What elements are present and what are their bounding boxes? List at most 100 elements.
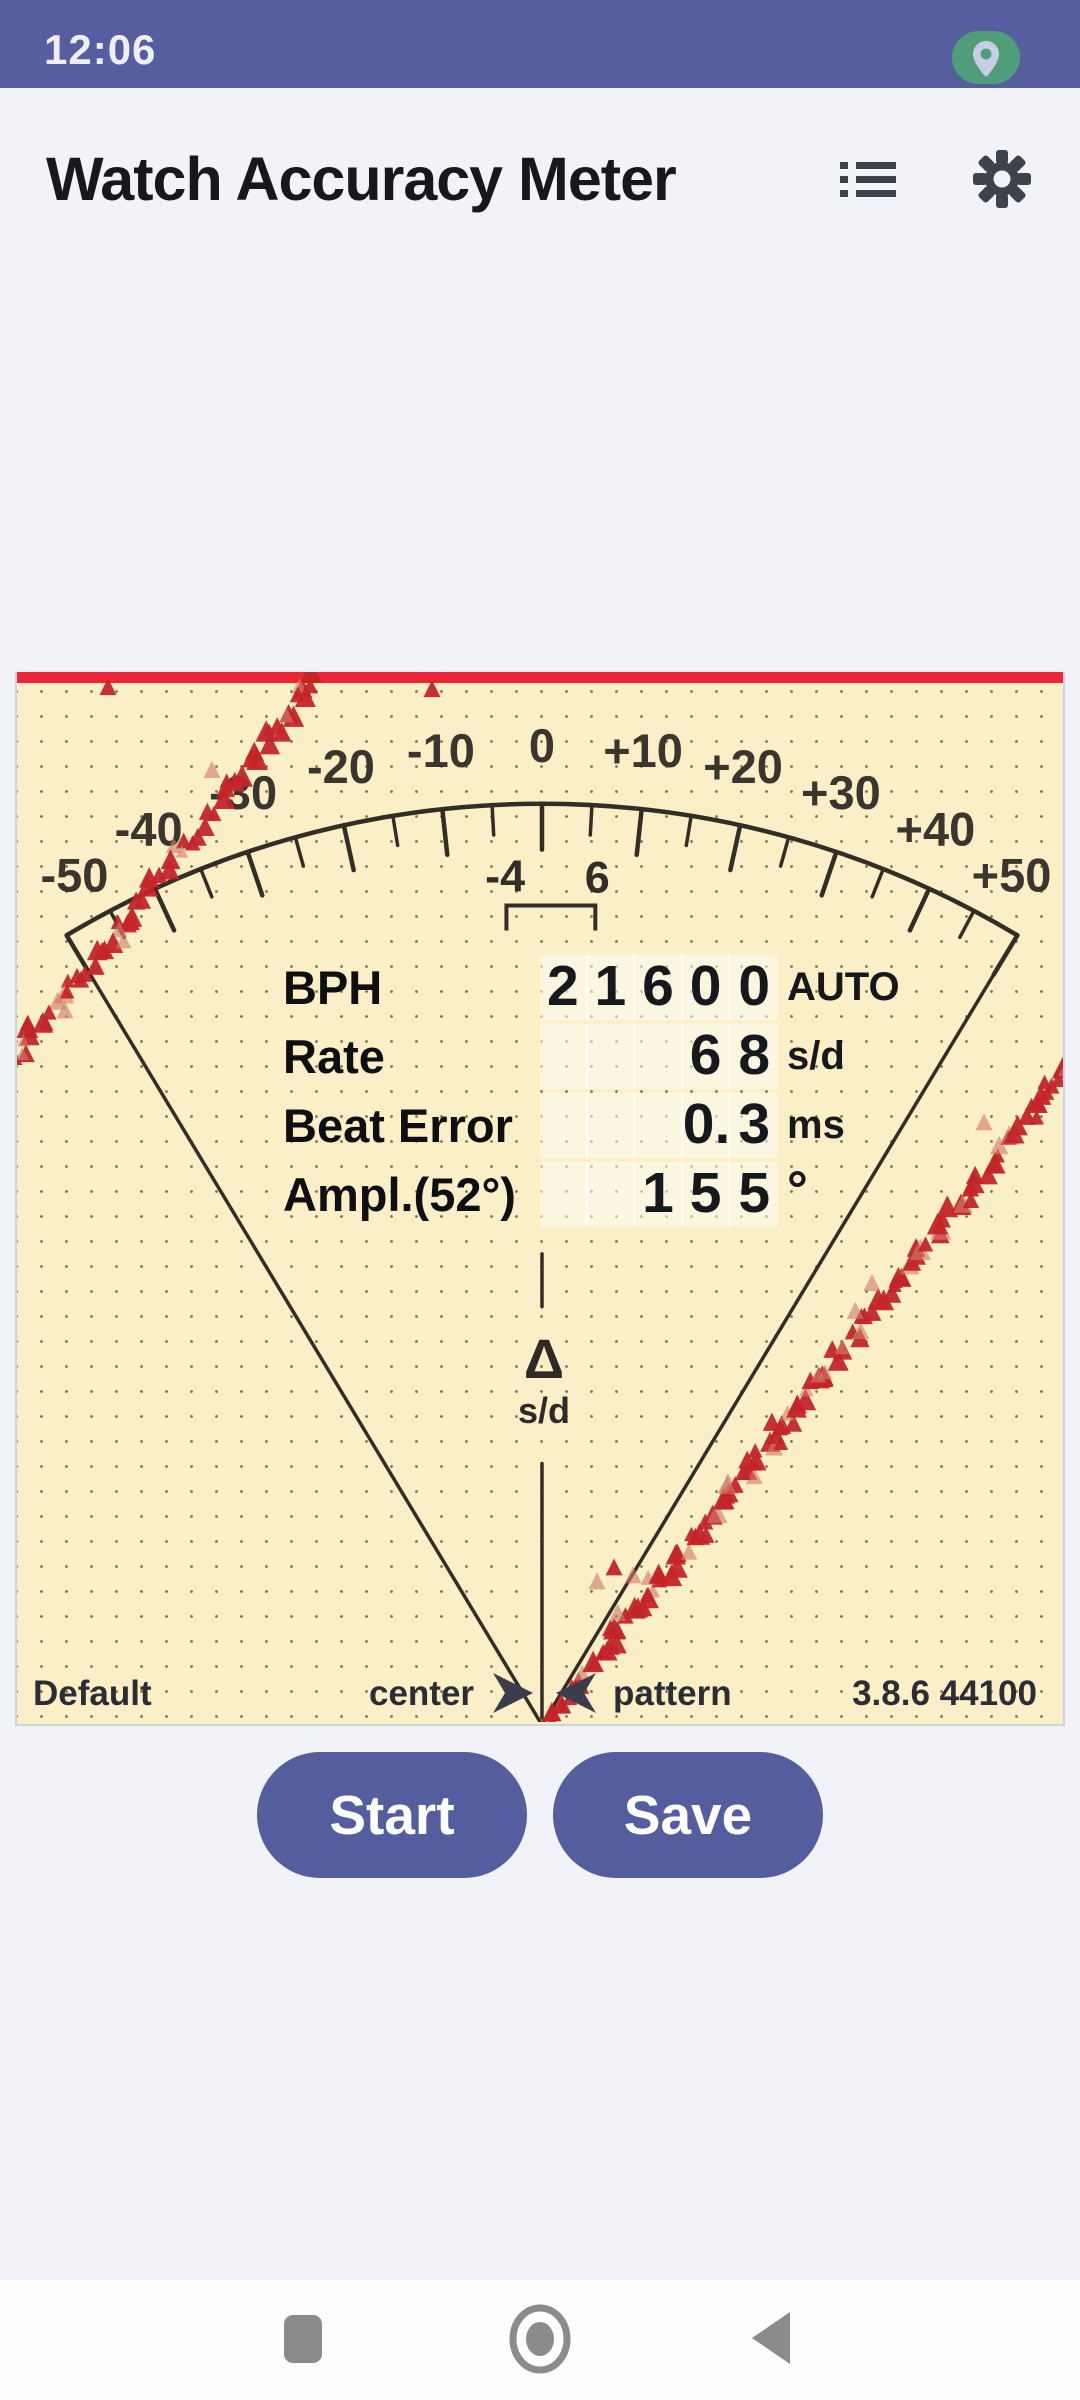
- trace-triangle: [213, 787, 236, 809]
- trace-triangle: [862, 1302, 882, 1321]
- trace-triangle: [69, 967, 85, 984]
- status-bar: 12:06: [0, 0, 1080, 88]
- trace-triangle: [648, 1563, 669, 1584]
- digit-cell: 0: [683, 955, 731, 1020]
- location-pin-icon: [973, 41, 999, 77]
- gauge-tick: [991, 933, 1020, 977]
- trace-triangle: [19, 1014, 36, 1031]
- gauge-scale-label: +20: [703, 740, 783, 793]
- trace-triangle: [965, 1165, 985, 1184]
- trace-triangle: [554, 1698, 570, 1714]
- home-button[interactable]: [506, 2304, 574, 2374]
- app-header: Watch Accuracy Meter: [0, 88, 1080, 238]
- trace-triangle: [56, 1001, 74, 1019]
- trace-triangle: [637, 1587, 659, 1609]
- gauge-tick: [634, 806, 644, 858]
- delta-symbol: Δ: [523, 1327, 565, 1390]
- center-arrow-icon: [493, 1673, 533, 1713]
- trace-triangle: [917, 1236, 934, 1252]
- trace-triangle: [762, 1412, 781, 1431]
- trace-triangle: [990, 1148, 1005, 1163]
- digit-cell: [588, 1024, 636, 1089]
- trace-triangle: [216, 777, 236, 797]
- gauge-tick: [440, 806, 450, 858]
- gauge-scale-label: -10: [407, 724, 475, 777]
- pattern-arrow-icon: [556, 1673, 596, 1713]
- readout-unit: AUTO: [787, 965, 900, 1009]
- trace-triangle: [17, 1046, 29, 1061]
- trace-triangle: [902, 1252, 922, 1271]
- rate-range-label: -4: [485, 850, 525, 901]
- digit-cell: 1: [588, 955, 636, 1020]
- trace-triangle: [41, 1004, 57, 1020]
- trace-triangle: [1058, 1066, 1063, 1077]
- gauge-tick: [245, 849, 265, 898]
- trace-triangle: [706, 1502, 728, 1523]
- center-label[interactable]: center: [369, 1674, 475, 1713]
- trace-triangle: [278, 707, 294, 723]
- digit-cell: [540, 1024, 588, 1089]
- trace-triangle: [827, 1349, 849, 1371]
- digit-cell: 5: [738, 1161, 771, 1225]
- trace-triangle: [794, 1388, 817, 1411]
- trace-triangle: [159, 859, 180, 880]
- trace-triangle: [882, 1283, 902, 1303]
- trace-triangle: [175, 832, 192, 849]
- trace-triangle: [846, 1301, 864, 1319]
- readout-row-bph[interactable]: BPH 2 1 6 0 0 AUTO: [17, 953, 1063, 1022]
- digit-cell: 1: [635, 1162, 683, 1227]
- trace-triangle: [32, 1012, 54, 1033]
- trace-triangle: [126, 891, 146, 910]
- gauge-tick: [819, 849, 839, 898]
- gauge-tick: [728, 822, 743, 873]
- gauge-tick: [293, 835, 306, 868]
- start-button[interactable]: Start: [257, 1752, 527, 1878]
- digit-cell: 3: [738, 1092, 771, 1156]
- readout-row-ampl-[interactable]: Ampl.(52°) 1 5 5 °: [17, 1160, 1063, 1229]
- trace-triangle: [175, 845, 189, 858]
- readout-unit: ms: [787, 1103, 845, 1147]
- location-active-pill: [952, 31, 1020, 84]
- pattern-label[interactable]: pattern: [613, 1674, 732, 1713]
- trace-triangle: [888, 1273, 904, 1288]
- gauge-tick: [341, 822, 356, 873]
- digit-cell: 0: [738, 954, 771, 1018]
- gauge-scale-label: -20: [307, 740, 375, 793]
- settings-button[interactable]: [972, 148, 1032, 210]
- gauge-tick: [958, 909, 976, 940]
- trace-triangle: [666, 1556, 688, 1578]
- overrange-band: [17, 672, 1063, 683]
- status-time: 12:06: [44, 26, 157, 73]
- gauge-scale-label: 0: [529, 719, 555, 772]
- fan-side-right: [541, 933, 1020, 1722]
- profile-name[interactable]: Default: [33, 1674, 152, 1713]
- trace-triangle: [609, 1603, 627, 1621]
- gauge-tick: [198, 867, 214, 899]
- digit-cell: 8: [738, 1023, 771, 1087]
- trace-triangle: [48, 991, 67, 1010]
- trace-triangle: [262, 723, 276, 736]
- readout-unit: °: [787, 1161, 808, 1219]
- readout-label: Beat Error: [283, 1099, 513, 1152]
- gauge-scale-label: +30: [801, 766, 881, 819]
- trace-triangle: [203, 760, 221, 778]
- digit-cell: [635, 1093, 683, 1158]
- trace-triangle: [136, 875, 159, 897]
- trace-triangle: [423, 680, 441, 698]
- trace-triangle: [605, 1632, 627, 1654]
- measurement-list-button[interactable]: [840, 160, 896, 200]
- back-button[interactable]: [748, 2310, 792, 2366]
- trace-triangle: [198, 802, 216, 820]
- trace-triangle: [601, 1619, 619, 1637]
- trace-triangle: [271, 722, 292, 742]
- android-nav-bar: [0, 2280, 1080, 2400]
- gauge-scale-label: +40: [896, 803, 976, 856]
- readout-row-beat-error[interactable]: Beat Error 0. 3 ms: [17, 1091, 1063, 1160]
- save-button[interactable]: Save: [553, 1752, 823, 1878]
- recents-button[interactable]: [282, 2313, 324, 2365]
- readout-label: Rate: [283, 1030, 385, 1083]
- trace-triangle: [99, 678, 117, 696]
- readout-row-rate[interactable]: Rate 6 8 s/d: [17, 1022, 1063, 1091]
